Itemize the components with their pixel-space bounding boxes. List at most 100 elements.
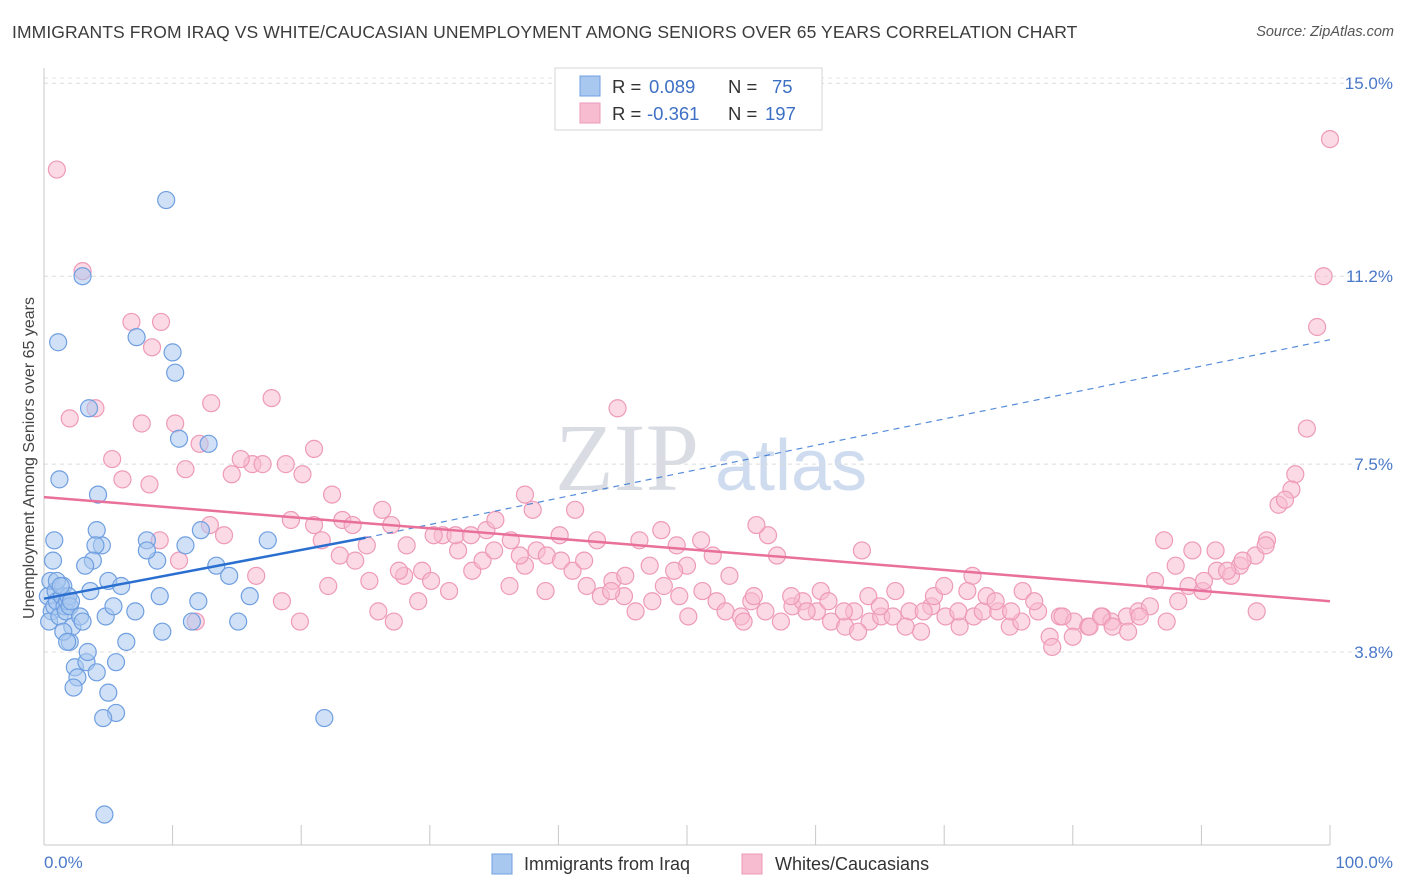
white-point [716, 602, 735, 621]
white-point [103, 449, 122, 469]
iraq-point [73, 612, 92, 631]
y-tick-label: 7.5% [1354, 455, 1393, 474]
white-point [473, 551, 492, 570]
iraq-point [150, 587, 169, 606]
white-point [758, 526, 778, 545]
white-point [346, 551, 365, 570]
white-point [1183, 541, 1202, 560]
white-point [575, 551, 594, 570]
iraq-point [166, 363, 185, 382]
white-point [409, 592, 428, 611]
iraq-point [199, 434, 218, 453]
white-point [515, 485, 535, 504]
iraq-point [51, 576, 70, 596]
white-point [640, 556, 659, 575]
iraq-point [163, 343, 182, 362]
white-point [132, 414, 151, 433]
iraq-point [45, 531, 64, 550]
white-point [747, 515, 766, 535]
white-point [963, 566, 982, 585]
y-tick-label: 3.8% [1354, 643, 1393, 662]
white-point [720, 566, 739, 585]
iraq-point [73, 267, 92, 286]
white-point [113, 470, 132, 489]
white-point [670, 587, 689, 606]
grid [44, 77, 1360, 653]
white-point [142, 338, 162, 357]
white-point [654, 576, 673, 596]
white-point [577, 576, 596, 596]
white-point [439, 581, 459, 601]
white-point [563, 561, 582, 580]
white-point [369, 602, 388, 621]
legend-swatch-white [741, 853, 763, 875]
white-point [886, 581, 905, 601]
iraq-point [43, 551, 63, 570]
white-point [692, 531, 711, 550]
iraq-point [104, 597, 123, 616]
white-point [667, 536, 686, 555]
legend-n-label: N = [728, 76, 757, 97]
white-point [290, 612, 310, 631]
white-point [485, 541, 504, 560]
iraq-point [87, 521, 106, 540]
white-point [608, 399, 627, 418]
white-point [797, 602, 816, 621]
iraq-point [88, 485, 108, 504]
white-point [140, 475, 159, 494]
iraq-point [157, 190, 176, 210]
white-point [523, 500, 542, 519]
white-point [448, 541, 468, 560]
white-point [1166, 556, 1185, 575]
white-point [949, 602, 968, 621]
iraq-point [76, 556, 95, 575]
white-point [1025, 592, 1044, 611]
white-point [958, 581, 977, 601]
iraq-point [315, 708, 334, 728]
white-point [1118, 622, 1138, 641]
white-point [330, 546, 349, 565]
watermark-atlas: atlas [715, 426, 867, 506]
iraq-point [229, 612, 248, 631]
white-point [602, 581, 621, 601]
iraq-point [127, 328, 146, 347]
white-point [950, 617, 969, 636]
trend-lines [43, 339, 1331, 603]
legend-r-label: R = [612, 76, 641, 97]
axes [43, 68, 1331, 846]
white-point [389, 561, 409, 580]
white-point [693, 581, 712, 601]
iraq-point [64, 678, 83, 697]
white-point [384, 612, 403, 631]
iraq-point [220, 566, 239, 585]
white-point [744, 587, 763, 606]
white-point [870, 597, 890, 616]
white-point [373, 500, 392, 519]
white-point [848, 622, 868, 641]
white-point [304, 515, 324, 535]
white-point [486, 510, 505, 530]
legend-swatch-pink [579, 102, 601, 124]
legend-n-value: 197 [765, 103, 796, 124]
white-point [122, 312, 141, 332]
iraq-point [191, 521, 210, 540]
white-point [859, 587, 878, 606]
white-point [421, 571, 441, 591]
white-point [1103, 617, 1122, 636]
white-point [911, 622, 931, 641]
white-point [883, 607, 902, 626]
source-label: Source: ZipAtlas.com [1256, 24, 1394, 40]
white-point [151, 312, 171, 332]
white-point [1169, 592, 1188, 611]
white-point [819, 592, 838, 611]
white-point [566, 500, 585, 519]
iraq-point [137, 541, 156, 560]
white-point [319, 576, 338, 596]
iraq-point [240, 587, 259, 606]
white-point [360, 571, 379, 591]
white-point [247, 566, 266, 585]
white-point [424, 526, 443, 545]
white-point [616, 566, 635, 585]
iraq-point [258, 531, 277, 550]
iraq-point [58, 632, 77, 651]
